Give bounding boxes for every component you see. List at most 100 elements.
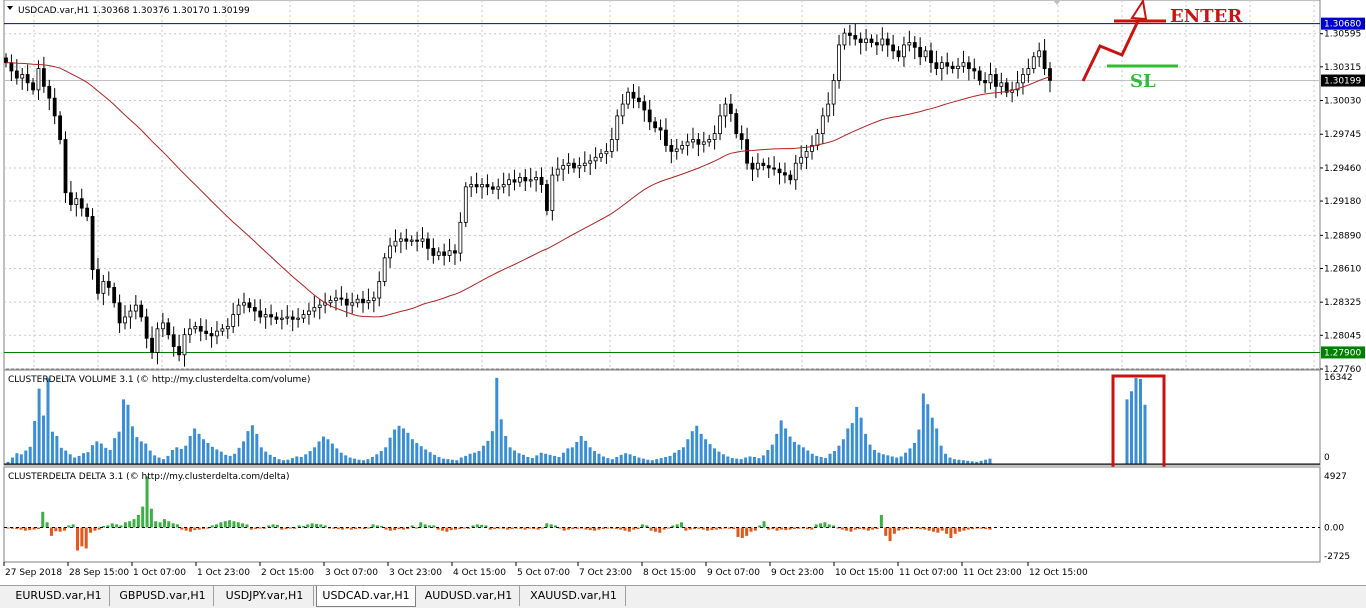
current-price-tag (1321, 74, 1365, 87)
candle-body (74, 198, 79, 206)
candle-body (307, 310, 311, 315)
volume-bar (166, 455, 170, 464)
tab-xauusd[interactable]: XAUUSD.var,H1 (522, 586, 626, 606)
candle-body (750, 162, 755, 170)
time-tick-label: 9 Oct 23:00 (771, 568, 824, 578)
volume-bar (752, 456, 756, 464)
chart-canvas[interactable]: 1.30595 1.30315 1.30030 1.29745 1.29460 1.291… (0, 0, 1366, 585)
candle-body (63, 139, 68, 194)
candle-body (923, 50, 928, 58)
delta-bar (901, 527, 905, 530)
tab-audusd[interactable]: AUDUSD.var,H1 (418, 586, 520, 606)
tab-usdcad[interactable]: USDCAD.var,H1 (316, 586, 416, 607)
delta-bar (749, 527, 753, 532)
candle-body (285, 316, 290, 319)
volume-bar (86, 452, 90, 464)
candle-body (301, 314, 306, 319)
candle-body (761, 162, 766, 166)
candle-body (453, 250, 457, 254)
moving-average-line (5, 62, 1051, 318)
candle-body (1031, 56, 1036, 69)
delta-bar (97, 527, 101, 530)
volume-bar (139, 441, 143, 464)
candle-body (842, 32, 847, 46)
volume-panel: 16342 0 CLUSTERDELTA VOLUME 3.1 (© http:/… (3, 369, 1353, 480)
volume-bar (908, 448, 912, 464)
candle-body (939, 62, 944, 69)
candle-body (334, 297, 338, 301)
candle-body (642, 101, 647, 111)
volume-bar (264, 451, 268, 464)
volume-bar (188, 435, 192, 464)
candle-body (123, 316, 127, 324)
volume-bar (344, 455, 348, 464)
volume-bar (513, 450, 517, 464)
time-tick-label: 2 Oct 15:00 (261, 568, 314, 578)
candle-body (274, 316, 279, 320)
candle-body (728, 103, 733, 114)
shift-marker-icon[interactable] (1053, 0, 1061, 5)
tab-gbpusd[interactable]: GBPUSD.var,H1 (112, 586, 214, 606)
candle-body (388, 245, 392, 259)
candle-body (891, 44, 896, 52)
delta-bar (245, 524, 249, 528)
candle-body (626, 91, 630, 105)
volume-axis: 16342 0 (4, 373, 1353, 465)
volume-bar (695, 425, 699, 464)
candle-body (512, 179, 517, 183)
candles (4, 23, 1052, 367)
delta-bar (80, 527, 84, 547)
candle-body (696, 139, 701, 145)
candle-body (371, 297, 376, 301)
delta-bar (653, 527, 657, 532)
candle-body (739, 133, 744, 140)
volume-bar (921, 393, 925, 464)
delta-bar (758, 525, 762, 528)
candle-body (9, 62, 14, 72)
volume-bar (170, 449, 174, 464)
volume-bar (126, 404, 130, 464)
delta-bar (732, 527, 736, 530)
delta-bar (823, 522, 827, 528)
candle-body (177, 346, 181, 356)
volume-bar (721, 454, 725, 464)
volume-bar (1130, 391, 1133, 464)
candle-body (1042, 50, 1047, 69)
volume-bar (935, 428, 939, 464)
delta-bar (102, 525, 106, 528)
delta-bar (832, 525, 836, 528)
volume-bar (299, 456, 303, 464)
volume-bar (819, 456, 823, 464)
delta-bar (449, 527, 453, 531)
delta-panel: 4927 0.00 -2725 CLUSTERDELTA DELTA 3.1 (© … (3, 466, 1350, 563)
volume-bar (832, 451, 836, 464)
candle-body (31, 82, 35, 91)
volume-bar (42, 415, 46, 464)
volume-bar (975, 461, 979, 464)
candle-body (112, 286, 117, 304)
candle-body (912, 42, 917, 48)
volume-bar (757, 458, 761, 464)
candle-body (52, 97, 57, 117)
volume-bar (19, 454, 23, 464)
delta-bar (15, 527, 19, 530)
candle-body (490, 186, 495, 190)
delta-bar (445, 527, 449, 532)
candle-body (820, 115, 825, 135)
candle-body (344, 298, 349, 306)
tab-usdjpy[interactable]: USDJPY.var,H1 (216, 586, 314, 606)
delta-bar (575, 527, 579, 529)
delta-bar (432, 525, 436, 528)
delta-bar (984, 527, 988, 530)
tab-eurusd[interactable]: EURUSD.var,H1 (8, 586, 110, 606)
delta-bar (23, 527, 27, 531)
volume-bar (517, 453, 521, 464)
delta-bar (753, 527, 757, 531)
delta-bar (693, 527, 697, 530)
delta-bar (849, 527, 853, 532)
delta-bar (836, 527, 840, 529)
chevron-down-icon[interactable] (7, 6, 13, 10)
delta-bar (879, 514, 883, 528)
volume-bar (210, 446, 214, 464)
